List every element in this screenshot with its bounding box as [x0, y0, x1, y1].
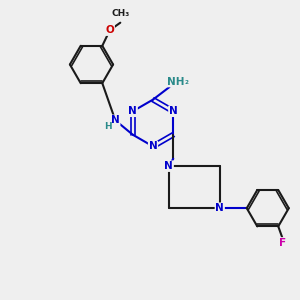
Text: H: H: [104, 122, 112, 131]
Text: CH₃: CH₃: [112, 9, 130, 18]
Text: N: N: [111, 115, 120, 125]
Text: F: F: [279, 238, 286, 248]
Text: N: N: [169, 106, 178, 116]
Text: O: O: [105, 25, 114, 35]
Text: N: N: [164, 161, 173, 171]
Text: NH: NH: [167, 76, 185, 87]
Text: N: N: [128, 106, 137, 116]
Text: ₂: ₂: [184, 77, 188, 86]
Text: N: N: [215, 203, 224, 213]
Text: N: N: [148, 141, 158, 152]
